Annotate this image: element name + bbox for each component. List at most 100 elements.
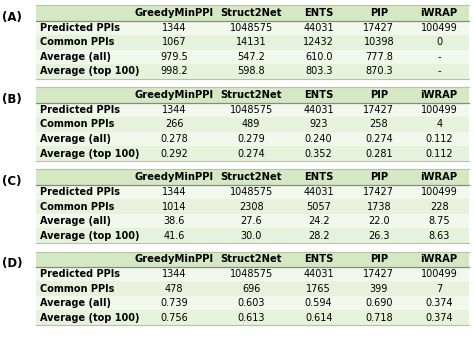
Bar [214, 64, 289, 79]
Bar [409, 267, 469, 282]
Text: 0.274: 0.274 [237, 148, 265, 158]
Bar [349, 228, 409, 243]
Bar [289, 228, 349, 243]
Text: 100499: 100499 [421, 23, 457, 33]
Bar [134, 87, 214, 103]
Bar [349, 185, 409, 199]
Bar [349, 146, 409, 161]
Bar [134, 169, 214, 185]
Bar [289, 296, 349, 310]
Bar [409, 5, 469, 21]
Bar [409, 185, 469, 199]
Text: 696: 696 [242, 284, 260, 294]
Text: Average (all): Average (all) [40, 216, 111, 226]
Text: Struct2Net: Struct2Net [220, 90, 282, 100]
Bar [214, 282, 289, 296]
Bar [409, 252, 469, 267]
Bar [36, 117, 134, 132]
Text: 12432: 12432 [303, 37, 334, 47]
Bar [409, 228, 469, 243]
Bar [289, 35, 349, 50]
Bar [409, 214, 469, 228]
Text: 0.374: 0.374 [425, 298, 453, 308]
Bar [289, 282, 349, 296]
Text: 0.614: 0.614 [305, 313, 332, 323]
Text: 17427: 17427 [364, 23, 394, 33]
Bar [36, 169, 134, 185]
Text: 27.6: 27.6 [240, 216, 262, 226]
Text: 1048575: 1048575 [229, 23, 273, 33]
Bar [134, 117, 214, 132]
Text: 44031: 44031 [303, 187, 334, 197]
Bar [214, 50, 289, 64]
Text: Average (top 100): Average (top 100) [40, 148, 139, 158]
Text: 870.3: 870.3 [365, 66, 393, 76]
Bar [349, 35, 409, 50]
Text: 0.240: 0.240 [305, 134, 332, 144]
Text: 610.0: 610.0 [305, 52, 332, 62]
Text: Predicted PPIs: Predicted PPIs [40, 23, 120, 33]
Text: 0.278: 0.278 [160, 134, 188, 144]
Text: 979.5: 979.5 [160, 52, 188, 62]
Bar [349, 103, 409, 117]
Text: 228: 228 [430, 201, 448, 211]
Text: ENTS: ENTS [304, 254, 333, 264]
Bar [134, 214, 214, 228]
Text: GreedyMinPPI: GreedyMinPPI [135, 90, 214, 100]
Bar [214, 310, 289, 325]
Text: Predicted PPIs: Predicted PPIs [40, 105, 120, 115]
Bar [134, 21, 214, 35]
Text: Predicted PPIs: Predicted PPIs [40, 187, 120, 197]
Bar [289, 214, 349, 228]
Bar [134, 185, 214, 199]
Bar [289, 185, 349, 199]
Bar [409, 87, 469, 103]
Text: Average (all): Average (all) [40, 134, 111, 144]
Text: 44031: 44031 [303, 23, 334, 33]
Bar [134, 310, 214, 325]
Bar [134, 5, 214, 21]
Bar [289, 87, 349, 103]
Text: 0.718: 0.718 [365, 313, 393, 323]
Bar [349, 87, 409, 103]
Bar [36, 199, 134, 214]
Bar [214, 21, 289, 35]
Bar [349, 267, 409, 282]
Bar [36, 296, 134, 310]
Bar [349, 5, 409, 21]
Bar [36, 310, 134, 325]
Text: 0.739: 0.739 [160, 298, 188, 308]
Bar [289, 103, 349, 117]
Text: Average (top 100): Average (top 100) [40, 313, 139, 323]
Text: 17427: 17427 [364, 105, 394, 115]
Text: 38.6: 38.6 [164, 216, 185, 226]
Bar [214, 117, 289, 132]
Text: (C): (C) [2, 175, 22, 188]
Text: 266: 266 [165, 119, 183, 129]
Text: 923: 923 [310, 119, 328, 129]
Bar [409, 117, 469, 132]
Bar [134, 296, 214, 310]
Text: ENTS: ENTS [304, 90, 333, 100]
Text: 8.63: 8.63 [428, 230, 450, 240]
Bar [289, 21, 349, 35]
Text: 598.8: 598.8 [237, 66, 265, 76]
Text: (D): (D) [2, 257, 23, 270]
Text: Average (all): Average (all) [40, 298, 111, 308]
Text: 1048575: 1048575 [229, 269, 273, 279]
Bar [349, 199, 409, 214]
Text: 0: 0 [436, 37, 442, 47]
Text: 8.75: 8.75 [428, 216, 450, 226]
Bar [36, 35, 134, 50]
Bar [214, 267, 289, 282]
Bar [36, 87, 134, 103]
Bar [409, 50, 469, 64]
Text: 0.292: 0.292 [160, 148, 188, 158]
Bar [289, 5, 349, 21]
Text: GreedyMinPPI: GreedyMinPPI [135, 254, 214, 264]
Text: GreedyMinPPI: GreedyMinPPI [135, 8, 214, 18]
Text: 0.112: 0.112 [425, 134, 453, 144]
Text: 478: 478 [165, 284, 183, 294]
Text: 100499: 100499 [421, 187, 457, 197]
Bar [214, 214, 289, 228]
